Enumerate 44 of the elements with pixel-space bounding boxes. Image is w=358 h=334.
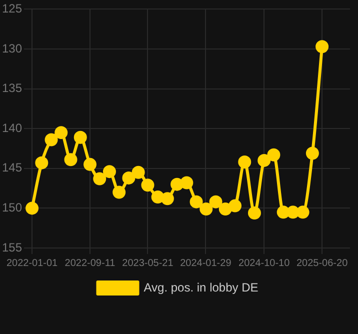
point bbox=[316, 40, 329, 54]
point bbox=[238, 156, 252, 169]
point bbox=[44, 133, 58, 146]
point bbox=[170, 178, 184, 191]
point bbox=[112, 186, 126, 199]
point bbox=[132, 166, 145, 179]
point bbox=[218, 202, 232, 216]
x-tick-label: 2025-06-20 bbox=[296, 258, 348, 269]
x-tick-label: 2024-01-29 bbox=[180, 258, 232, 269]
point bbox=[64, 153, 78, 166]
x-tick-label: 2023-05-21 bbox=[122, 258, 174, 269]
y-tick-label: 130 bbox=[2, 41, 22, 56]
y-tick-label: 145 bbox=[2, 160, 22, 175]
point bbox=[35, 156, 48, 170]
x-tick-label: 2022-01-01 bbox=[6, 258, 58, 269]
x-tick-label: 2022-09-11 bbox=[64, 258, 116, 269]
point bbox=[228, 199, 242, 212]
point bbox=[141, 178, 154, 192]
y-tick-label: 125 bbox=[2, 2, 22, 16]
point bbox=[248, 206, 261, 220]
y-tick-label: 155 bbox=[2, 240, 22, 254]
point bbox=[26, 202, 39, 215]
y-tick-label: 135 bbox=[2, 81, 22, 96]
point bbox=[286, 206, 300, 219]
point bbox=[93, 172, 106, 186]
point bbox=[151, 190, 164, 204]
point bbox=[54, 126, 68, 140]
point bbox=[190, 195, 203, 208]
point bbox=[180, 176, 194, 190]
point bbox=[267, 148, 280, 162]
point bbox=[160, 192, 174, 206]
point bbox=[200, 202, 213, 216]
point bbox=[209, 195, 222, 208]
point bbox=[102, 165, 116, 178]
y-tick-label: 150 bbox=[2, 200, 22, 215]
legend-label: Avg. pos. in lobby DE bbox=[144, 280, 258, 294]
y-tick-label: 140 bbox=[2, 120, 22, 135]
point bbox=[258, 154, 271, 167]
point bbox=[296, 206, 310, 219]
point bbox=[306, 146, 319, 160]
point bbox=[83, 158, 96, 171]
point bbox=[74, 130, 87, 144]
x-tick-label: 2024-10-10 bbox=[238, 258, 290, 269]
point bbox=[122, 171, 136, 184]
